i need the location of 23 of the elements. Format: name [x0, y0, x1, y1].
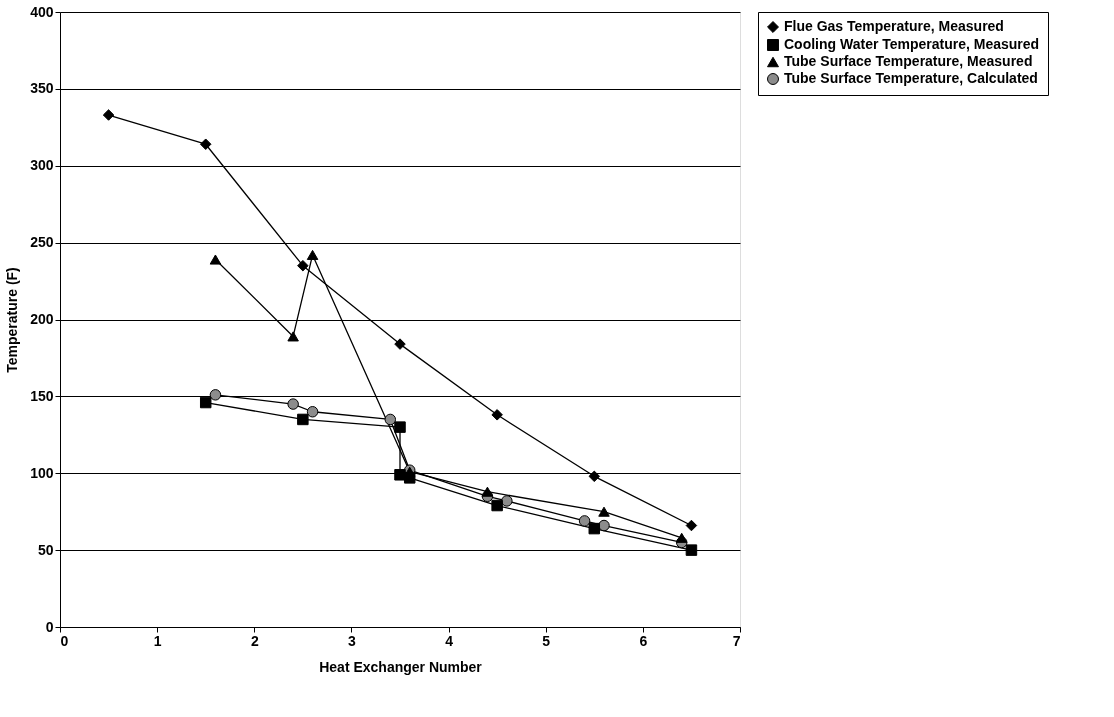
x-tick-label: 2 [250, 632, 259, 649]
x-axis-title: Heat Exchanger Number [319, 658, 483, 675]
x-tick-label: 6 [639, 632, 648, 649]
x-tick-label: 7 [732, 632, 741, 649]
legend-label: Tube Surface Temperature, Measured [784, 53, 1033, 69]
x-tick-label: 5 [542, 632, 551, 649]
y-tick-label: 200 [30, 311, 54, 327]
y-tick-label: 50 [37, 541, 54, 558]
y-tick-label: 400 [30, 3, 54, 20]
y-tick-label: 300 [30, 157, 54, 174]
x-tick-label: 4 [445, 632, 454, 649]
y-tick-label: 350 [30, 80, 54, 97]
legend-label: Flue Gas Temperature, Measured [784, 18, 1004, 34]
legend-label: Cooling Water Temperature, Measured [784, 36, 1040, 52]
x-tick-label: 3 [348, 632, 357, 649]
legend-label: Tube Surface Temperature, Calculated [784, 70, 1038, 86]
y-tick-label: 100 [30, 464, 54, 481]
y-tick-label: 150 [30, 387, 54, 404]
y-tick-label: 250 [30, 234, 54, 251]
y-axis-title: Temperature (F) [4, 267, 21, 373]
y-tick-label: 0 [45, 618, 54, 635]
x-tick-label: 1 [153, 632, 162, 649]
x-tick-label: 0 [60, 632, 69, 649]
